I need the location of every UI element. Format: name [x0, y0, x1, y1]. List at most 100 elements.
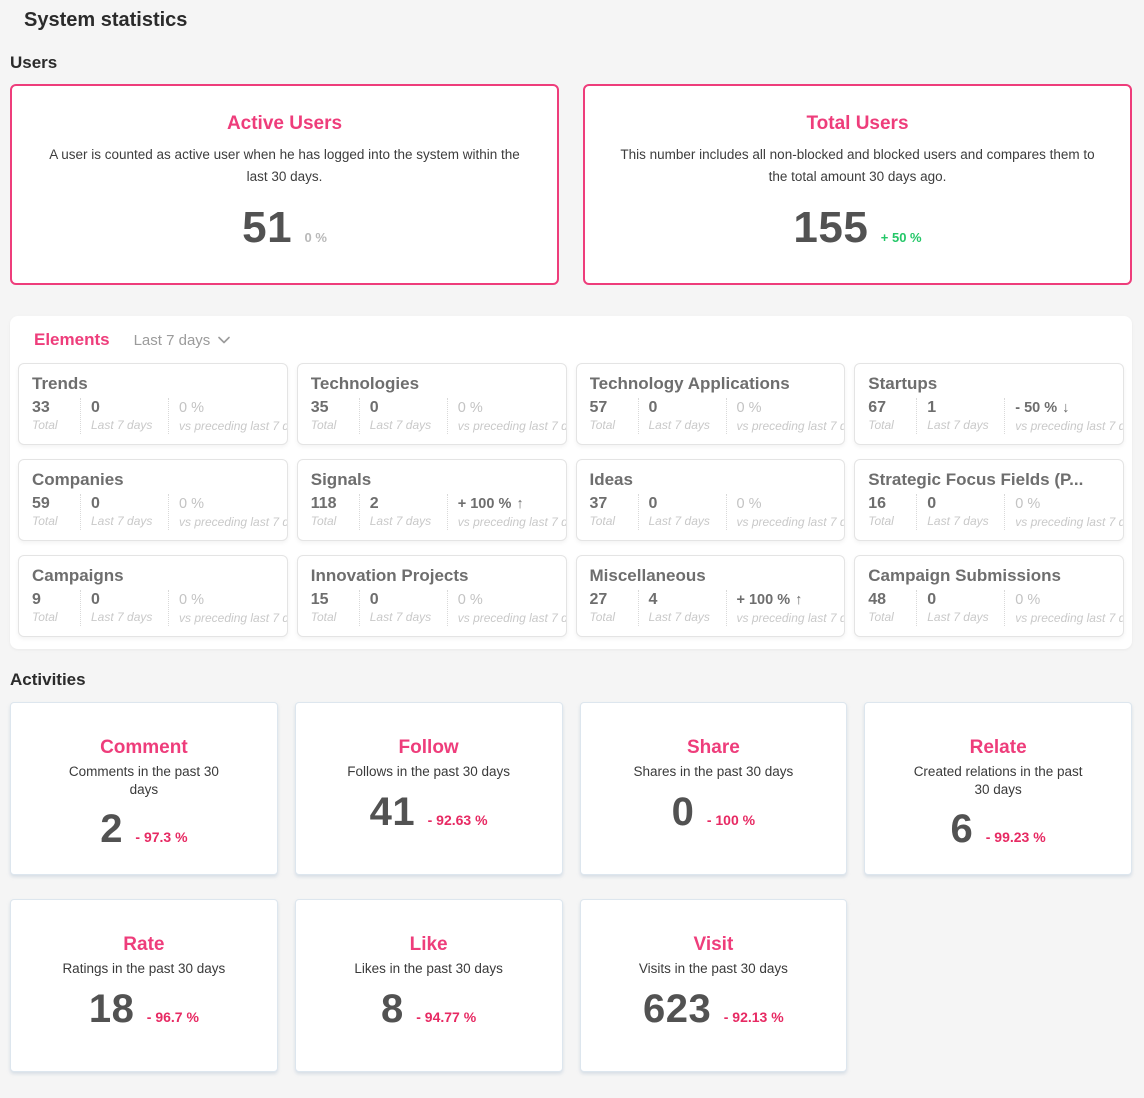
total-users-card: Total Users This number includes all non… — [583, 84, 1132, 285]
activity-change: - 92.13 % — [723, 1008, 784, 1025]
activity-title: Relate — [969, 737, 1027, 758]
activities-heading: Activities — [10, 670, 86, 689]
tile-campaign-submissions: Campaign Submissions 48 Total 0 Last 7 day… — [854, 555, 1124, 637]
activity-card-follow: Follow Follows in the past 30 days 41 - … — [294, 702, 563, 875]
tile-technologies: Technologies 35 Total 0 Last 7 days 0 % vs … — [296, 363, 567, 445]
activity-title: Follow — [398, 737, 459, 758]
tile-last7-cell: 0 Last 7 days — [916, 494, 1004, 530]
tile-change-cell: 0 %vs preceding last 7 days — [446, 590, 566, 626]
activity-card-rate: Rate Ratings in the past 30 days 18 - 96… — [10, 899, 278, 1072]
activity-title: Comment — [100, 737, 188, 758]
tile-last7-cell: 2 Last 7 days — [358, 494, 447, 530]
total-users-title: Total Users — [806, 113, 909, 134]
activity-title: Rate — [123, 934, 165, 955]
tile-total-cell: 118 Total — [310, 495, 337, 528]
tile-title: Signals — [310, 470, 372, 489]
tile-total-cell: 9 Total — [32, 591, 58, 624]
activity-value: 2 — [100, 807, 123, 852]
activity-description: Visits in the past 30 days — [638, 961, 788, 976]
activity-description: Created relations in the past 30 days — [913, 764, 1083, 797]
users-section: Users Active Users A user is counted as … — [10, 53, 1132, 285]
time-range-selector[interactable]: Last 7 days — [134, 332, 231, 349]
activity-description: Likes in the past 30 days — [354, 961, 503, 976]
activity-value: 623 — [643, 986, 712, 1031]
tile-last7-cell: 0 Last 7 days — [80, 494, 168, 530]
activity-description: Follows in the past 30 days — [347, 764, 511, 779]
activity-value: 41 — [369, 789, 416, 834]
activity-value: 8 — [381, 986, 404, 1031]
tile-last7-cell: 0 Last 7 days — [80, 590, 168, 626]
tile-change-cell: 0 %vs preceding last 7 days — [168, 590, 287, 626]
tile-last7-cell: 1 Last 7 days — [916, 398, 1004, 434]
tile-total-cell: 57 Total — [589, 399, 616, 432]
active-users-description: A user is counted as active user when he… — [49, 147, 520, 184]
activity-change: - 96.7 % — [146, 1008, 199, 1025]
activities-section: Activities Comment Comments in the past … — [10, 670, 1132, 1072]
tile-last7-cell: 4 Last 7 days — [637, 590, 726, 626]
tile-change-cell: 0 %vs preceding last 7 days — [725, 494, 844, 530]
activity-title: Share — [686, 737, 740, 758]
tile-title: Companies — [32, 470, 124, 489]
users-heading: Users — [10, 53, 58, 72]
activity-change: - 99.23 % — [985, 829, 1046, 846]
tile-title: Strategic Focus Fields (P... — [868, 470, 1084, 489]
tile-change-cell: + 100 %↑vs preceding last 7 days — [446, 494, 566, 530]
total-users-value-row: 155 + 50 % — [585, 203, 1130, 253]
activity-card-like: Like Likes in the past 30 days 8 - 94.77… — [294, 899, 563, 1072]
tile-innovation-projects: Innovation Projects 15 Total 0 Last 7 days… — [296, 555, 567, 637]
trend-down-arrow-icon: ↓ — [1062, 400, 1070, 416]
activities-card-grid: Comment Comments in the past 30 days 2 -… — [10, 702, 1132, 1072]
activity-change: - 92.63 % — [427, 811, 488, 828]
tile-total-cell: 15 Total — [310, 591, 337, 624]
activity-description: Shares in the past 30 days — [633, 764, 794, 779]
tile-last7-cell: 0 Last 7 days — [637, 398, 726, 434]
tile-title: Trends — [32, 374, 88, 393]
tile-ideas: Ideas 37 Total 0 Last 7 days 0 % vs precedi… — [575, 459, 846, 541]
page-title: System statistics — [24, 9, 188, 31]
tile-title: Miscellaneous — [589, 566, 706, 585]
tile-title: Ideas — [589, 470, 633, 489]
tile-miscellaneous: Miscellaneous 27 Total 4 Last 7 days + 100… — [575, 555, 846, 637]
activity-change: - 97.3 % — [135, 829, 188, 846]
tile-title: Campaign Submissions — [868, 566, 1061, 585]
activity-title: Visit — [693, 934, 734, 955]
tile-change-cell: 0 %vs preceding last 7 days — [1004, 494, 1123, 530]
tile-strategic-focus-fields: Strategic Focus Fields (P... 16 Total 0 La… — [854, 459, 1124, 541]
elements-panel: Elements Last 7 days Trends 33 Total 0 Las… — [10, 316, 1132, 649]
activity-value: 0 — [671, 789, 695, 834]
tile-trends: Trends 33 Total 0 Last 7 days 0 % vs preced… — [18, 363, 288, 445]
chevron-down-icon — [218, 336, 231, 344]
tile-change-cell: 0 %vs preceding last 7 days — [725, 398, 844, 434]
users-card-grid: Active Users A user is counted as active… — [10, 84, 1132, 285]
activity-description: Comments in the past 30 days — [68, 764, 219, 797]
elements-tile-grid: Trends 33 Total 0 Last 7 days 0 % vs preced… — [18, 363, 1124, 637]
activity-card-comment: Comment Comments in the past 30 days 2 -… — [10, 702, 278, 875]
tile-total-cell: 48 Total — [868, 591, 894, 624]
time-range-label: Last 7 days — [133, 331, 211, 349]
tile-total-cell: 59 Total — [32, 495, 58, 528]
tile-change-cell: 0 %vs preceding last 7 days — [1004, 590, 1123, 626]
active-users-value-row: 51 0 % — [12, 203, 557, 253]
trend-up-arrow-icon: ↑ — [516, 496, 524, 512]
tile-last7-cell: 0 Last 7 days — [80, 398, 168, 434]
elements-heading: Elements — [34, 330, 110, 349]
tile-companies: Companies 59 Total 0 Last 7 days 0 % vs pre… — [18, 459, 288, 541]
active-users-value: 51 — [242, 202, 293, 252]
trend-up-arrow-icon: ↑ — [795, 592, 803, 608]
total-users-value: 155 — [793, 202, 869, 252]
activity-description: Ratings in the past 30 days — [62, 961, 226, 976]
tile-last7-cell: 0 Last 7 days — [916, 590, 1004, 626]
system-statistics-page: System statistics Users Active Users A u… — [0, 9, 1144, 1072]
tile-startups: Startups 67 Total 1 Last 7 days - 50 % ↓ vs … — [854, 363, 1124, 445]
activity-value: 18 — [88, 986, 135, 1031]
activity-title: Like — [409, 934, 448, 955]
activity-value: 6 — [950, 807, 974, 852]
tile-total-cell: 16 Total — [868, 495, 894, 528]
active-users-card: Active Users A user is counted as active… — [10, 84, 559, 285]
tile-total-cell: 27 Total — [589, 591, 616, 624]
tile-title: Startups — [868, 374, 938, 393]
activity-card-relate: Relate Created relations in the past 30 … — [864, 702, 1132, 875]
tile-change-cell: 0 %vs preceding last 7 days — [446, 398, 566, 434]
tile-total-cell: 33 Total — [32, 399, 58, 432]
total-users-change: + 50 % — [880, 229, 922, 245]
